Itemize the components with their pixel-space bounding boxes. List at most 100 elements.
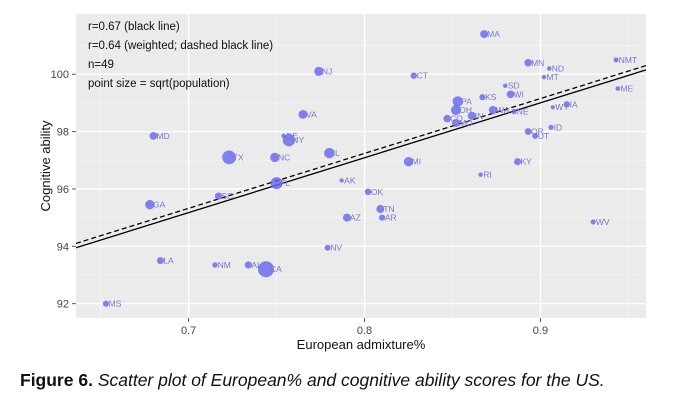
data-point bbox=[546, 66, 552, 71]
annotation-text: r=0.64 (weighted; dashed black line) bbox=[88, 40, 273, 52]
y-tick-label: 92 bbox=[57, 299, 69, 311]
data-point bbox=[314, 66, 324, 76]
point-label: ID bbox=[554, 122, 563, 132]
regression-line-solid bbox=[75, 69, 647, 249]
point-label: MA bbox=[487, 29, 500, 39]
data-point bbox=[156, 257, 164, 265]
point-label: CT bbox=[417, 71, 428, 81]
y-axis-label: Cognitive ability bbox=[38, 120, 53, 212]
plot-background bbox=[76, 14, 646, 318]
data-point bbox=[524, 59, 532, 67]
data-point bbox=[590, 219, 596, 225]
point-label: CA bbox=[270, 264, 282, 274]
point-label: MO bbox=[459, 118, 473, 128]
point-label: AL bbox=[251, 260, 262, 270]
data-point bbox=[212, 262, 218, 268]
point-label: FL bbox=[280, 178, 290, 188]
point-label: AK bbox=[344, 175, 356, 185]
point-label: PA bbox=[461, 96, 472, 106]
point-label: AZ bbox=[350, 213, 361, 223]
point-label: TX bbox=[233, 152, 244, 162]
data-point bbox=[532, 132, 539, 139]
point-label: NC bbox=[278, 152, 290, 162]
data-point bbox=[480, 30, 489, 39]
point-label: IN bbox=[475, 111, 484, 121]
data-point bbox=[339, 178, 344, 183]
annotations: r=0.67 (black line) r=0.64 (weighted; das… bbox=[88, 21, 273, 90]
x-tick-label: 0.9 bbox=[533, 325, 548, 337]
data-point bbox=[548, 124, 554, 130]
data-point bbox=[541, 74, 547, 80]
point-label: MS bbox=[109, 299, 122, 309]
point-label: UT bbox=[538, 131, 549, 141]
data-point bbox=[376, 205, 385, 213]
data-point bbox=[270, 152, 280, 163]
point-label: WY bbox=[555, 102, 569, 112]
regression-lines bbox=[75, 65, 647, 249]
point-label: GA bbox=[153, 200, 166, 210]
y-tick-label: 100 bbox=[51, 69, 69, 81]
point-label: WV bbox=[596, 217, 610, 227]
data-point bbox=[324, 147, 335, 159]
data-point bbox=[563, 101, 571, 108]
point-label: DE bbox=[286, 131, 298, 141]
data-point bbox=[452, 96, 463, 107]
data-point bbox=[364, 188, 372, 196]
x-axis-label: European admixture% bbox=[297, 337, 426, 352]
data-points bbox=[102, 30, 621, 307]
point-label: NV bbox=[330, 243, 342, 253]
data-point bbox=[615, 86, 621, 91]
point-label: AR bbox=[385, 213, 397, 223]
data-point bbox=[452, 119, 460, 127]
data-point bbox=[145, 200, 155, 210]
data-point bbox=[511, 108, 517, 115]
point-label: SC bbox=[221, 191, 233, 201]
point-label: LA bbox=[163, 256, 174, 266]
point-label: WI bbox=[514, 89, 524, 99]
point-label: NJ bbox=[322, 66, 332, 76]
point-label: MN bbox=[531, 58, 544, 68]
point-label: RI bbox=[483, 170, 492, 180]
x-tick-label: 0.8 bbox=[357, 325, 372, 337]
point-label: IL bbox=[333, 148, 340, 158]
annotation-text: r=0.67 (black line) bbox=[88, 21, 180, 33]
point-label: VA bbox=[306, 109, 317, 119]
caption-text: Scatter plot of European% and cognitive … bbox=[97, 370, 605, 390]
caption-label: Figure 6. bbox=[20, 370, 93, 390]
data-point bbox=[258, 261, 274, 278]
y-tick-label: 96 bbox=[57, 184, 69, 196]
data-point bbox=[524, 128, 532, 135]
point-label: NM bbox=[218, 260, 231, 270]
point-label: OR bbox=[531, 127, 544, 137]
point-label: KS bbox=[485, 92, 497, 102]
point-label: IA bbox=[570, 99, 578, 109]
point-label: MD bbox=[156, 131, 169, 141]
data-point bbox=[222, 150, 236, 165]
data-point bbox=[244, 261, 253, 269]
data-point bbox=[550, 105, 555, 110]
data-point bbox=[342, 213, 351, 222]
data-point bbox=[488, 105, 498, 115]
point-label: KY bbox=[520, 157, 532, 167]
point-label: ME bbox=[620, 84, 633, 94]
point-label: NE bbox=[517, 107, 529, 117]
y-tick-label: 94 bbox=[57, 241, 69, 253]
figure-caption: Figure 6. Scatter plot of European% and … bbox=[20, 370, 605, 391]
point-label: WA bbox=[496, 105, 510, 115]
point-label: MT bbox=[547, 72, 559, 82]
data-point bbox=[467, 111, 476, 120]
data-point bbox=[450, 105, 462, 116]
point-label: OH bbox=[459, 105, 472, 115]
data-point bbox=[270, 177, 283, 190]
data-point bbox=[410, 72, 417, 79]
data-point bbox=[149, 132, 158, 140]
point-label: NMT bbox=[619, 55, 637, 65]
data-point bbox=[298, 109, 308, 119]
regression-line-dashed bbox=[75, 65, 647, 245]
point-label: TN bbox=[383, 204, 394, 214]
point-label: MI bbox=[412, 157, 421, 167]
data-point bbox=[443, 114, 451, 123]
annotation-text: point size = sqrt(population) bbox=[88, 78, 230, 90]
